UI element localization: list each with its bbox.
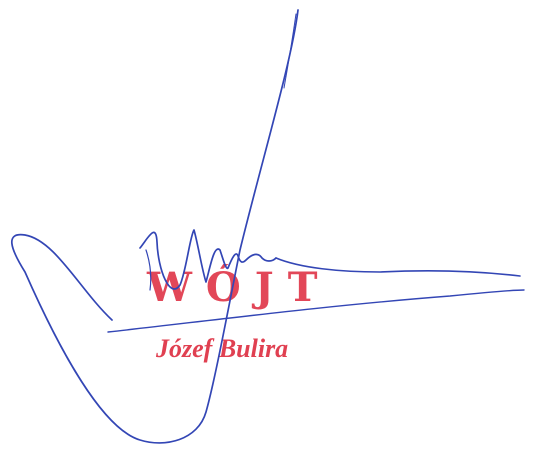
official-stamp: WÓJT Józef Bulira: [146, 264, 331, 363]
signature-zigzag: [139, 229, 277, 290]
handwritten-signature: [10, 9, 525, 444]
signature-underline: [107, 289, 525, 333]
signature-upper-echo: [283, 13, 297, 89]
stamp-title: WÓJT: [146, 264, 331, 311]
signature-hook: [145, 249, 152, 291]
signature-tail: [275, 257, 521, 277]
signature-main-stroke: [10, 9, 299, 444]
